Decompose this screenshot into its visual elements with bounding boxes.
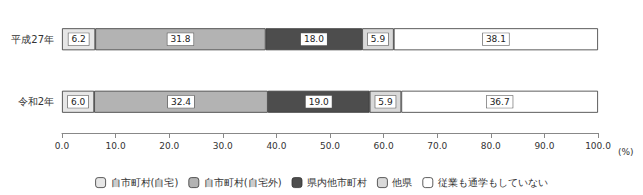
svg-text:0.0: 0.0 [55, 141, 70, 151]
svg-text:80.0: 80.0 [481, 141, 501, 151]
svg-text:10.0: 10.0 [106, 141, 126, 151]
svg-text:従業も通学もしていない: 従業も通学もしていない [438, 177, 548, 188]
svg-text:70.0: 70.0 [427, 141, 447, 151]
svg-text:平成27年: 平成27年 [11, 34, 54, 45]
svg-text:38.1: 38.1 [486, 34, 506, 44]
svg-text:5.9: 5.9 [371, 34, 386, 44]
svg-text:18.0: 18.0 [304, 34, 324, 44]
svg-text:32.4: 32.4 [171, 97, 191, 107]
svg-text:自市町村(自宅): 自市町村(自宅) [111, 177, 179, 188]
svg-text:60.0: 60.0 [374, 141, 394, 151]
svg-text:90.0: 90.0 [534, 141, 554, 151]
svg-text:30.0: 30.0 [213, 141, 233, 151]
svg-text:(%): (%) [618, 147, 634, 157]
svg-text:自市町村(自宅外): 自市町村(自宅外) [204, 177, 282, 188]
svg-text:県内他市町村: 県内他市町村 [307, 177, 367, 188]
svg-text:36.7: 36.7 [490, 97, 510, 107]
svg-text:100.0: 100.0 [585, 141, 611, 151]
svg-text:31.8: 31.8 [170, 34, 190, 44]
svg-text:6.2: 6.2 [71, 34, 85, 44]
svg-text:令和2年: 令和2年 [18, 96, 54, 107]
svg-text:6.0: 6.0 [71, 97, 86, 107]
svg-text:19.0: 19.0 [309, 97, 329, 107]
svg-text:5.9: 5.9 [378, 97, 393, 107]
svg-text:40.0: 40.0 [266, 141, 286, 151]
svg-text:50.0: 50.0 [320, 141, 340, 151]
svg-text:他県: 他県 [392, 177, 412, 188]
svg-text:20.0: 20.0 [159, 141, 179, 151]
